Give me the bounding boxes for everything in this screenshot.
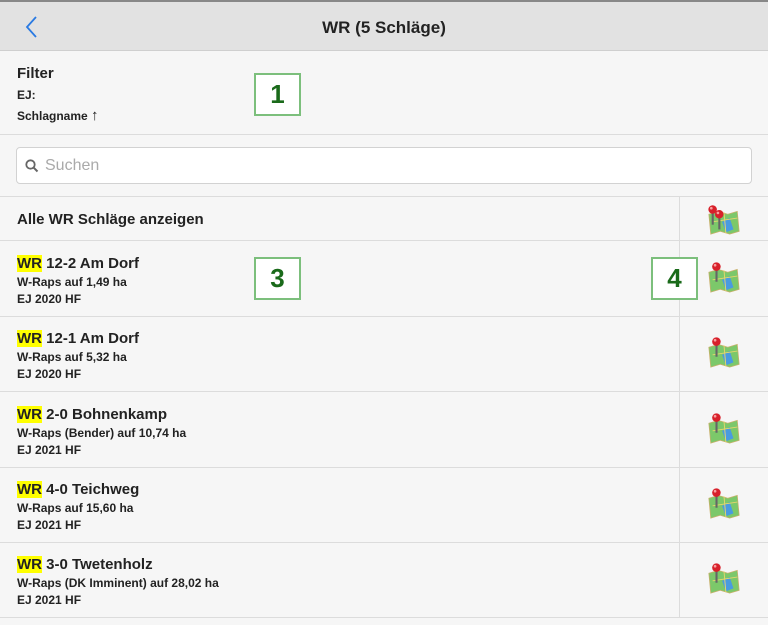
search-field[interactable] xyxy=(16,147,752,184)
field-crop: W-Raps auf 1,49 ha xyxy=(17,275,127,289)
search-highlight: WR xyxy=(17,405,42,423)
divider xyxy=(679,466,680,542)
sort-arrow-icon: ↑ xyxy=(91,107,99,124)
field-list-item[interactable]: WR 2-0 Bohnenkamp W-Raps (Bender) auf 10… xyxy=(0,391,768,468)
field-harvest-year: EJ 2021 HF xyxy=(17,517,82,532)
divider xyxy=(679,542,680,618)
map-pin-icon[interactable] xyxy=(705,560,743,596)
show-all-row[interactable]: Alle WR Schläge anzeigen xyxy=(0,197,768,241)
annotation-label-3: 3 xyxy=(254,257,301,300)
map-pin-icon[interactable] xyxy=(705,410,743,446)
divider xyxy=(679,316,680,392)
field-harvest-year: EJ 2021 HF xyxy=(17,593,82,608)
map-pin-icon[interactable] xyxy=(705,485,743,521)
search-highlight: WR xyxy=(17,255,42,272)
show-all-label: Alle WR Schläge anzeigen xyxy=(17,211,204,228)
search-icon xyxy=(25,159,39,173)
field-title: 3-0 Twetenholz xyxy=(42,556,153,574)
field-list-item[interactable]: WR 12-2 Am Dorf W-Raps auf 1,49 ha EJ 20… xyxy=(0,241,768,317)
field-title: 4-0 Teichweg xyxy=(42,480,140,498)
chevron-left-icon[interactable] xyxy=(22,14,44,40)
field-harvest-year: EJ 2021 HF xyxy=(17,442,82,457)
field-crop: W-Raps auf 15,60 ha xyxy=(17,500,134,515)
field-crop: W-Raps (DK Imminent) auf 28,02 ha xyxy=(17,576,219,591)
sort-label: Schlagname xyxy=(17,109,88,123)
search-highlight: WR xyxy=(17,480,42,498)
field-name: WR 12-1 Am Dorf xyxy=(17,330,139,348)
annotation-label-1: 1 xyxy=(254,73,301,116)
map-pin-icon[interactable] xyxy=(705,259,743,295)
field-list-item[interactable]: WR 3-0 Twetenholz W-Raps (DK Imminent) a… xyxy=(0,542,768,619)
annotation-label-4: 4 xyxy=(651,257,698,300)
field-name: WR 12-2 Am Dorf xyxy=(17,255,139,272)
field-list-item[interactable]: WR 12-1 Am Dorf W-Raps auf 5,32 ha EJ 20… xyxy=(0,316,768,393)
filter-sort[interactable]: Schlagname ↑ xyxy=(17,107,99,124)
divider xyxy=(679,197,680,240)
field-crop: W-Raps (Bender) auf 10,74 ha xyxy=(17,425,187,440)
search-bar xyxy=(0,135,768,197)
divider xyxy=(679,391,680,467)
map-pin-icon[interactable] xyxy=(705,334,743,370)
field-title: 12-1 Am Dorf xyxy=(42,330,139,348)
search-highlight: WR xyxy=(17,330,42,348)
field-list-item[interactable]: WR 4-0 Teichweg W-Raps auf 15,60 ha EJ 2… xyxy=(0,466,768,543)
field-title: 12-2 Am Dorf xyxy=(42,255,139,272)
search-input[interactable] xyxy=(45,154,735,178)
filter-ej: EJ: xyxy=(17,88,36,102)
page-title: WR (5 Schläge) xyxy=(322,18,446,37)
search-highlight: WR xyxy=(17,556,42,574)
field-crop: W-Raps auf 5,32 ha xyxy=(17,350,127,365)
filter-title: Filter xyxy=(17,65,54,82)
field-name: WR 4-0 Teichweg xyxy=(17,480,140,498)
map-pins-icon[interactable] xyxy=(705,201,743,237)
field-name: WR 2-0 Bohnenkamp xyxy=(17,405,168,423)
field-harvest-year: EJ 2020 HF xyxy=(17,292,82,306)
filter-section[interactable]: Filter EJ: Schlagname ↑ xyxy=(0,51,768,135)
nav-bar: WR (5 Schläge) xyxy=(0,0,768,51)
field-harvest-year: EJ 2020 HF xyxy=(17,367,82,382)
field-title: 2-0 Bohnenkamp xyxy=(42,405,168,423)
field-name: WR 3-0 Twetenholz xyxy=(17,556,153,574)
